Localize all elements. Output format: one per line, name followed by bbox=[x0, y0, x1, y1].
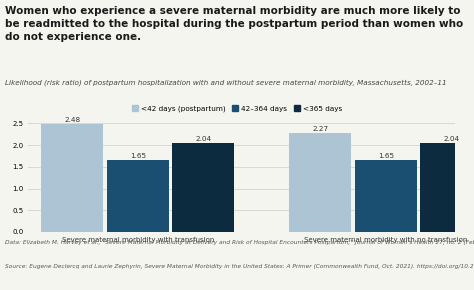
Text: 1.65: 1.65 bbox=[130, 153, 146, 159]
Text: Data: Elizabeth M. Harvey et al., “Severe Maternal Morbidity at Delivery and Ris: Data: Elizabeth M. Harvey et al., “Sever… bbox=[5, 240, 474, 245]
Text: 2.27: 2.27 bbox=[312, 126, 328, 132]
Bar bbox=[41, 124, 103, 232]
Text: Source: Eugene Declercq and Laurie Zephyrin, Severe Maternal Morbidity in the Un: Source: Eugene Declercq and Laurie Zephy… bbox=[5, 264, 474, 269]
Bar bbox=[289, 133, 351, 232]
Bar bbox=[355, 160, 417, 232]
Legend: <42 days (postpartum), 42–364 days, <365 days: <42 days (postpartum), 42–364 days, <365… bbox=[129, 102, 345, 115]
Bar bbox=[173, 143, 235, 232]
Text: 2.48: 2.48 bbox=[64, 117, 80, 123]
Bar bbox=[420, 143, 474, 232]
Text: 2.04: 2.04 bbox=[443, 136, 459, 142]
Text: Women who experience a severe maternal morbidity are much more likely to
be read: Women who experience a severe maternal m… bbox=[5, 6, 463, 42]
Text: 2.04: 2.04 bbox=[195, 136, 211, 142]
Text: Likelihood (risk ratio) of postpartum hospitalization with and without severe ma: Likelihood (risk ratio) of postpartum ho… bbox=[5, 79, 447, 86]
Bar bbox=[107, 160, 169, 232]
Text: 1.65: 1.65 bbox=[378, 153, 394, 159]
